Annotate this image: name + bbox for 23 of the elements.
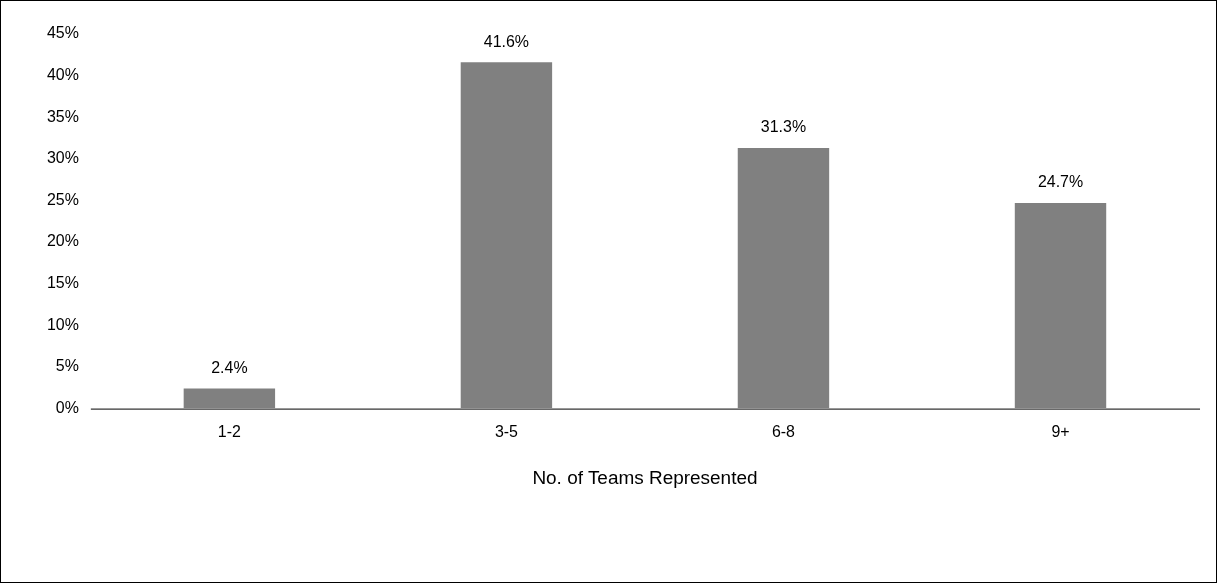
data-label: 24.7%	[1037, 173, 1084, 191]
y-tick-label: 10%	[46, 315, 79, 333]
y-tick-label: 30%	[46, 149, 79, 167]
data-label: 31.3%	[760, 118, 807, 136]
y-tick-label: 15%	[46, 274, 79, 292]
x-tick-label: 3-5	[494, 422, 519, 440]
x-tick-label: 1-2	[217, 422, 242, 440]
y-tick-label: 5%	[55, 357, 79, 375]
y-tick-label: 0%	[55, 399, 79, 416]
bar	[1014, 202, 1107, 409]
bar	[737, 147, 830, 409]
y-tick-label: 35%	[46, 107, 79, 125]
y-tick-label: 20%	[46, 232, 79, 250]
data-label: 41.6%	[483, 32, 530, 50]
y-tick-label: 25%	[46, 190, 79, 208]
y-tick-label: 45%	[46, 24, 79, 42]
y-tick-label: 40%	[46, 65, 79, 83]
x-axis-title: No. of Teams Represented	[532, 467, 758, 489]
bar	[183, 388, 276, 409]
x-tick-label: 6-8	[771, 422, 796, 440]
bar	[460, 62, 553, 409]
data-label: 2.4%	[211, 359, 248, 377]
x-tick-label: 9+	[1051, 422, 1070, 440]
